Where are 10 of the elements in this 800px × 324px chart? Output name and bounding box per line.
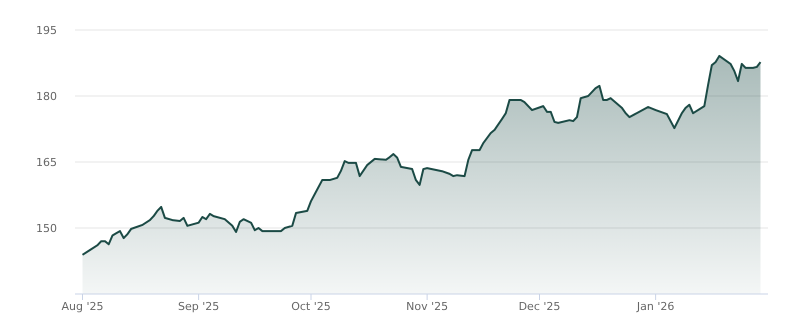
x-tick-label: Dec '25	[518, 300, 560, 313]
y-tick-label: 150	[36, 222, 57, 235]
x-tick-label: Nov '25	[406, 300, 448, 313]
y-tick-label: 165	[36, 156, 57, 169]
y-tick-label: 195	[36, 24, 57, 37]
x-tick-label: Aug '25	[61, 300, 104, 313]
y-tick-label: 180	[36, 90, 57, 103]
x-tick-label: Oct '25	[291, 300, 331, 313]
x-tick-label: Jan '26	[636, 300, 674, 313]
x-tick-label: Sep '25	[178, 300, 220, 313]
